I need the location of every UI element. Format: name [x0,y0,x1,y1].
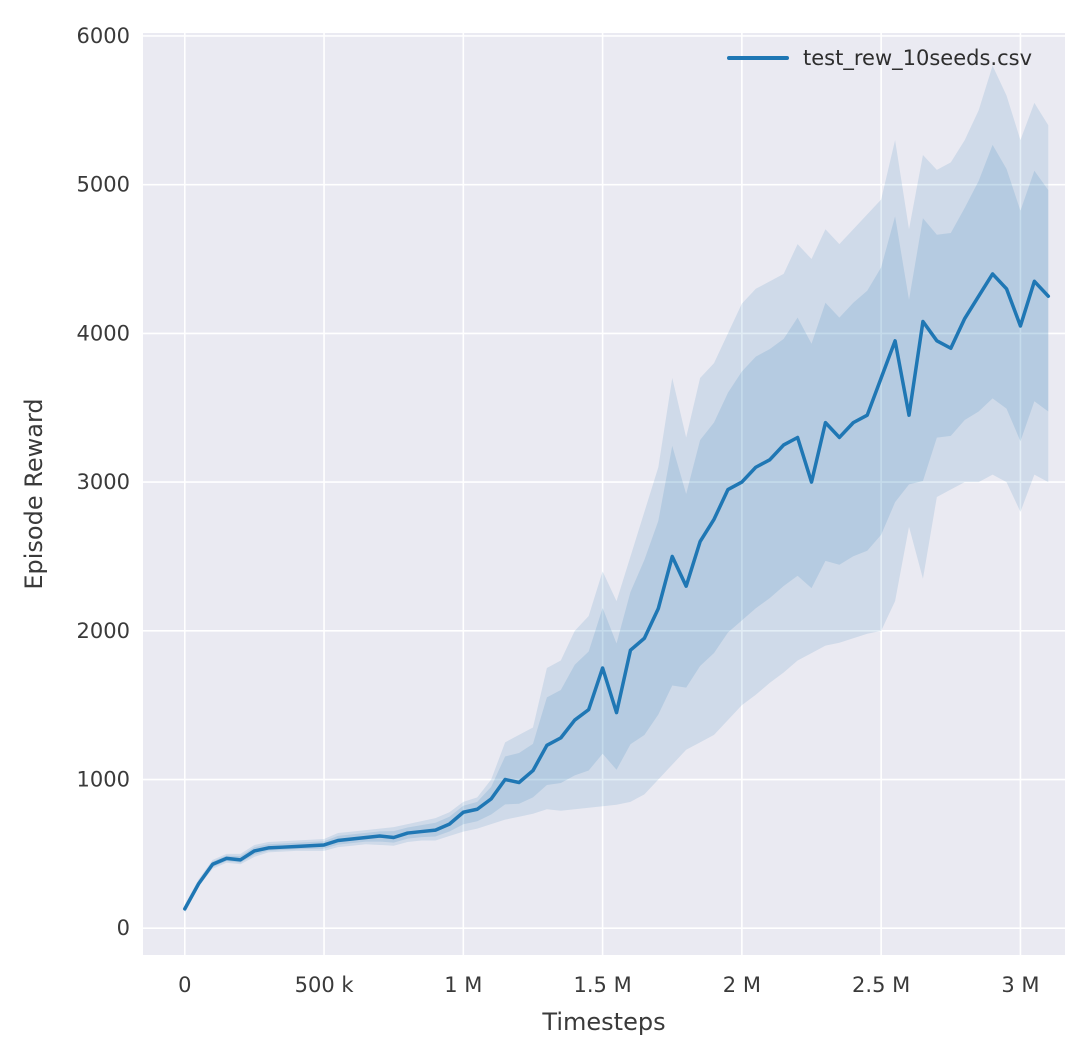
x-axis-label: Timesteps [542,1008,666,1036]
legend-line-swatch [727,55,790,61]
x-tick-label: 2.5 M [852,973,910,997]
y-tick-label: 6000 [77,24,130,48]
mean-line [183,272,1051,911]
y-tick-label: 1000 [77,768,130,792]
y-tick-label: 3000 [77,470,130,494]
x-tick-label: 1 M [444,973,482,997]
legend: test_rew_10seeds.csv [727,46,1032,70]
x-tick-label: 0 [178,973,191,997]
x-tick-label: 3 M [1001,973,1039,997]
y-tick-label: 5000 [77,173,130,197]
confidence-band [184,144,1049,912]
confidence-band [184,65,1049,914]
y-tick-label: 0 [117,916,130,940]
plot-area [143,33,1065,955]
x-tick-label: 1.5 M [574,973,632,997]
x-tick-label: 2 M [723,973,761,997]
y-tick-label: 2000 [77,619,130,643]
legend-label: test_rew_10seeds.csv [803,46,1032,70]
x-tick-label: 500 k [295,973,355,997]
y-tick-label: 4000 [77,321,130,345]
y-axis-label: Episode Reward [20,398,48,590]
